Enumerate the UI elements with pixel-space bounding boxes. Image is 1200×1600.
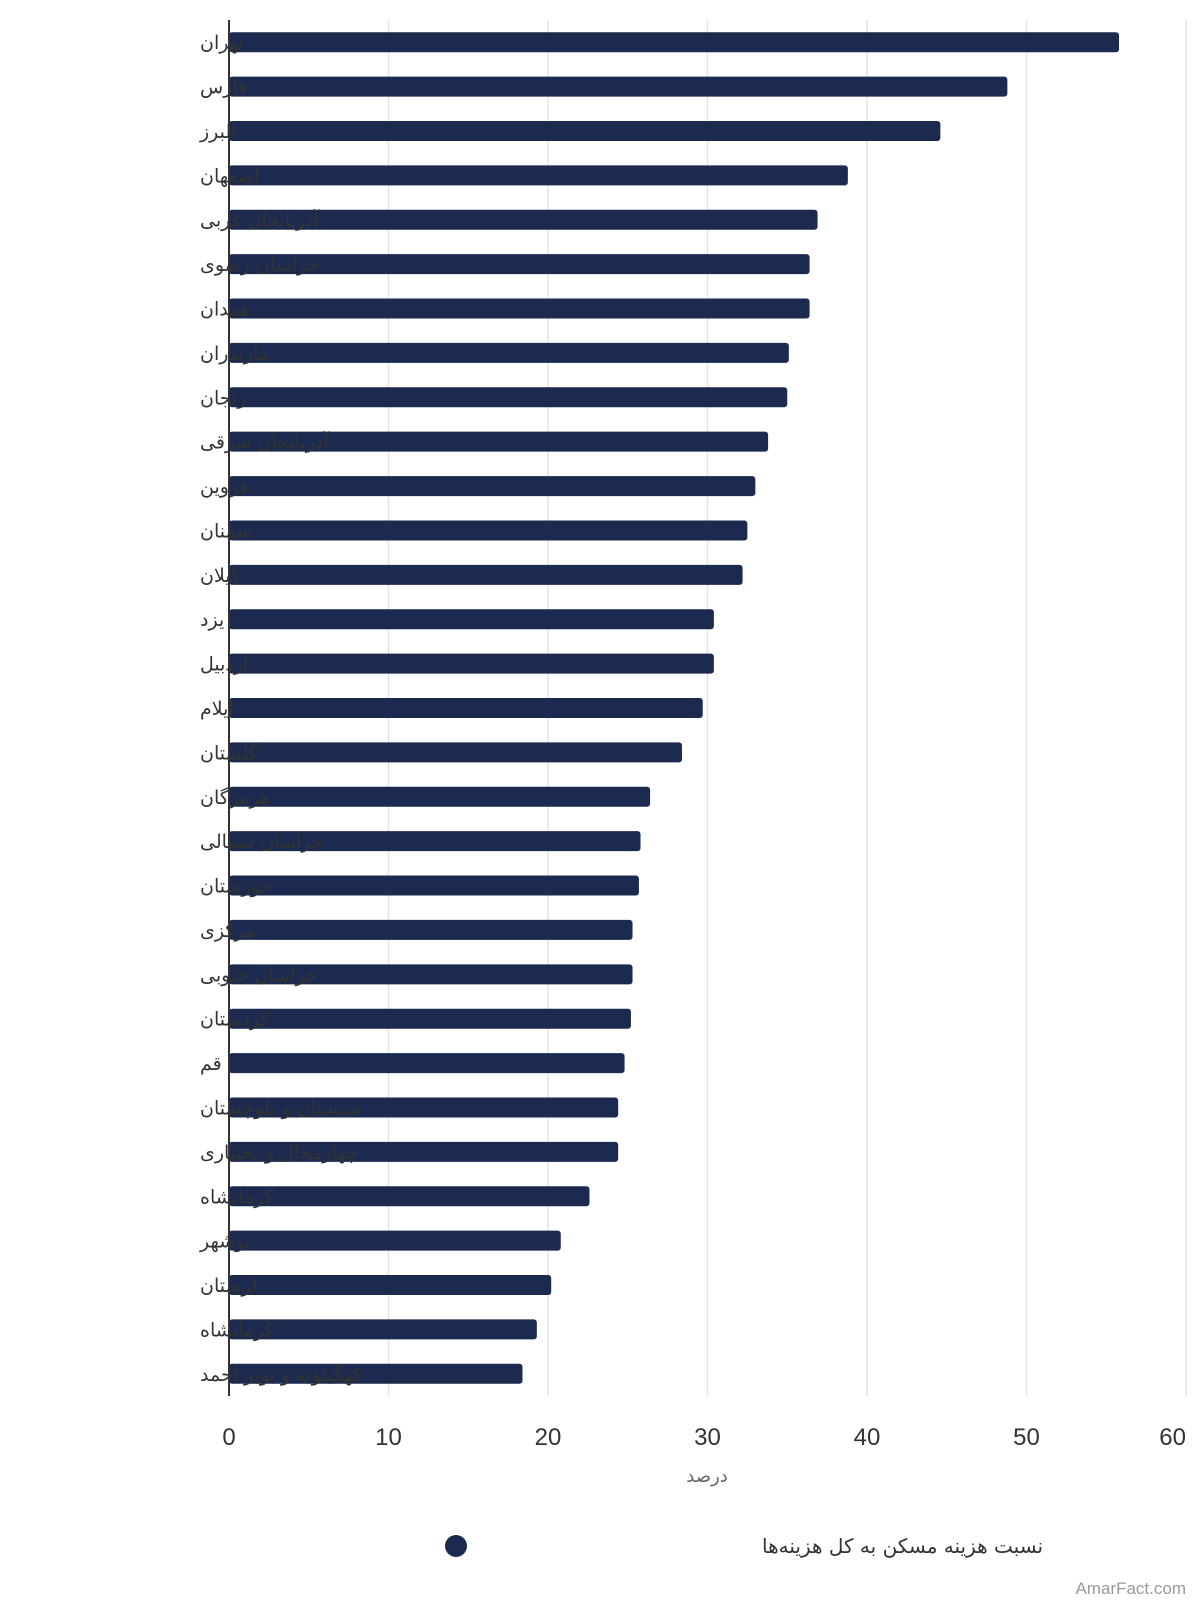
bar[interactable] bbox=[229, 964, 633, 985]
category-label: کردستان bbox=[200, 1009, 270, 1031]
x-tick-label: 10 bbox=[375, 1424, 402, 1451]
x-tick-label: 20 bbox=[535, 1424, 562, 1451]
x-tick-label: 60 bbox=[1159, 1424, 1186, 1451]
bar[interactable] bbox=[229, 120, 941, 141]
x-tick-labels: 0 10 20 30 40 50 60 bbox=[222, 1424, 1186, 1451]
bar[interactable] bbox=[229, 298, 810, 319]
x-tick-label: 40 bbox=[854, 1424, 881, 1451]
x-tick-label: 0 bbox=[222, 1424, 235, 1451]
category-label: کرمانشاه bbox=[200, 1186, 274, 1208]
category-label: خراسان شمالی bbox=[200, 831, 324, 853]
category-label: خوزستان bbox=[200, 876, 272, 898]
grid-lines bbox=[387, 20, 1187, 1396]
bar[interactable] bbox=[229, 875, 639, 896]
bar[interactable] bbox=[229, 1275, 552, 1296]
category-label: تهران bbox=[200, 32, 244, 54]
category-label: گیلان bbox=[200, 564, 241, 587]
bar[interactable] bbox=[229, 209, 818, 230]
category-label: زنجان bbox=[200, 387, 246, 409]
x-axis-title: درصد bbox=[686, 1466, 727, 1487]
category-label: کرمانشاه bbox=[200, 1319, 274, 1341]
bar[interactable] bbox=[229, 831, 641, 852]
legend-marker bbox=[445, 1535, 467, 1557]
category-label: همدان bbox=[200, 299, 250, 321]
bar[interactable] bbox=[229, 653, 714, 674]
x-tick-label: 50 bbox=[1013, 1424, 1040, 1451]
bar[interactable] bbox=[229, 32, 1120, 53]
bar[interactable] bbox=[229, 387, 788, 408]
bar[interactable] bbox=[229, 742, 682, 763]
bar[interactable] bbox=[229, 254, 810, 275]
bar[interactable] bbox=[229, 1230, 561, 1251]
bar[interactable] bbox=[229, 786, 651, 807]
bar[interactable] bbox=[229, 1363, 523, 1384]
bars bbox=[229, 32, 1120, 1384]
category-label: هرمزگان bbox=[200, 786, 270, 809]
bar[interactable] bbox=[229, 564, 743, 585]
category-label: سمنان bbox=[200, 520, 252, 542]
category-label: خراسان جنوبی bbox=[200, 964, 318, 986]
bar[interactable] bbox=[229, 342, 789, 363]
bar[interactable] bbox=[229, 165, 848, 186]
legend[interactable]: نسبت هزینه مسکن به کل هزینه‌ها bbox=[445, 1534, 1043, 1558]
bar[interactable] bbox=[229, 476, 756, 497]
category-label: آذربایجان غربی bbox=[200, 208, 320, 232]
bar[interactable] bbox=[229, 520, 748, 541]
legend-label: نسبت هزینه مسکن به کل هزینه‌ها bbox=[762, 1534, 1043, 1558]
category-label: خراسان رضوی bbox=[200, 254, 319, 276]
x-tick-label: 30 bbox=[694, 1424, 721, 1451]
bar[interactable] bbox=[229, 919, 633, 940]
category-label: مازندران bbox=[200, 343, 269, 365]
category-label: البرز bbox=[199, 121, 236, 143]
bar[interactable] bbox=[229, 431, 769, 452]
bar[interactable] bbox=[229, 609, 714, 630]
category-label: سیستان و بلوچستان bbox=[200, 1097, 361, 1119]
category-label: فارس bbox=[200, 77, 247, 99]
category-label: کهگیلویه و بویر احمد bbox=[200, 1363, 363, 1386]
category-label: آذربایجان شرقی bbox=[200, 430, 329, 454]
category-label: قزوین bbox=[200, 476, 249, 498]
category-label: ایلام bbox=[200, 698, 234, 720]
category-label: مرکزی bbox=[200, 920, 255, 942]
credit-text[interactable]: AmarFact.com bbox=[1075, 1579, 1186, 1598]
category-label: قم bbox=[200, 1053, 222, 1075]
bar[interactable] bbox=[229, 1319, 537, 1340]
bar[interactable] bbox=[229, 1053, 625, 1074]
category-label: بوشهر bbox=[199, 1231, 250, 1253]
bar[interactable] bbox=[229, 1097, 619, 1118]
bar[interactable] bbox=[229, 1186, 590, 1207]
category-label: اردبیل bbox=[200, 654, 248, 676]
bar[interactable] bbox=[229, 1008, 631, 1029]
category-label: چهارمحال و بختیاری bbox=[200, 1142, 358, 1164]
bar[interactable] bbox=[229, 76, 1008, 97]
bar[interactable] bbox=[229, 698, 703, 718]
bar[interactable] bbox=[229, 1141, 619, 1162]
category-label: یزد bbox=[200, 609, 224, 631]
